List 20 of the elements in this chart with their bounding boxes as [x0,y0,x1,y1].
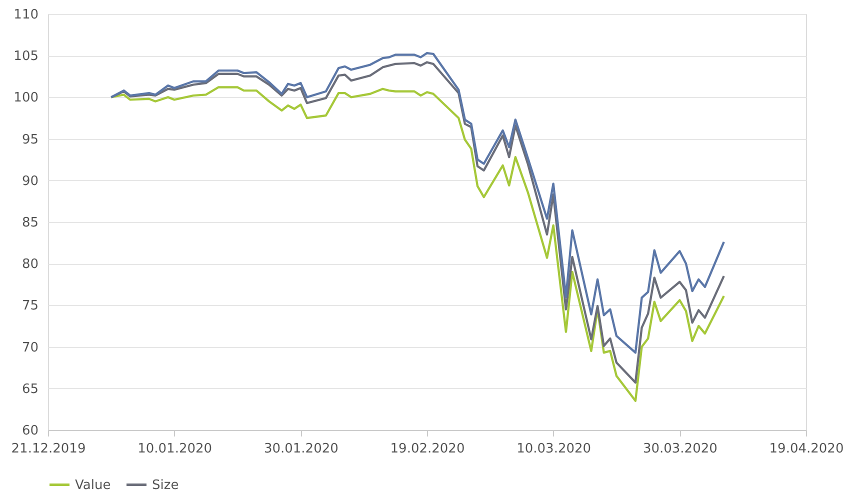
y-tick-label: 95 [22,132,38,148]
y-tick-label: 65 [22,382,38,397]
y-tick-label: 110 [14,8,38,22]
x-tick-label: 19.04.2020 [769,442,844,456]
y-tick-label: 60 [22,424,38,438]
x-tick-label: 30.01.2020 [264,442,338,456]
y-tick-label: 105 [14,49,38,64]
y-tick-label: 80 [22,257,38,272]
y-tick-label: 85 [22,216,38,230]
y-tick-label: 100 [14,90,38,106]
legend-label: Size [152,478,179,493]
y-tick-label: 75 [22,298,38,314]
y-tick-label: 90 [22,174,38,189]
x-tick-label: 10.01.2020 [138,442,212,456]
x-tick-label: 21.12.2019 [11,442,86,456]
x-tick-label: 30.03.2020 [642,442,718,456]
y-tick-label: 70 [22,340,38,356]
x-tick-label: 19.02.2020 [390,442,465,456]
x-tick-label: 10.03.2020 [516,442,592,456]
legend-label: Value [75,478,111,493]
